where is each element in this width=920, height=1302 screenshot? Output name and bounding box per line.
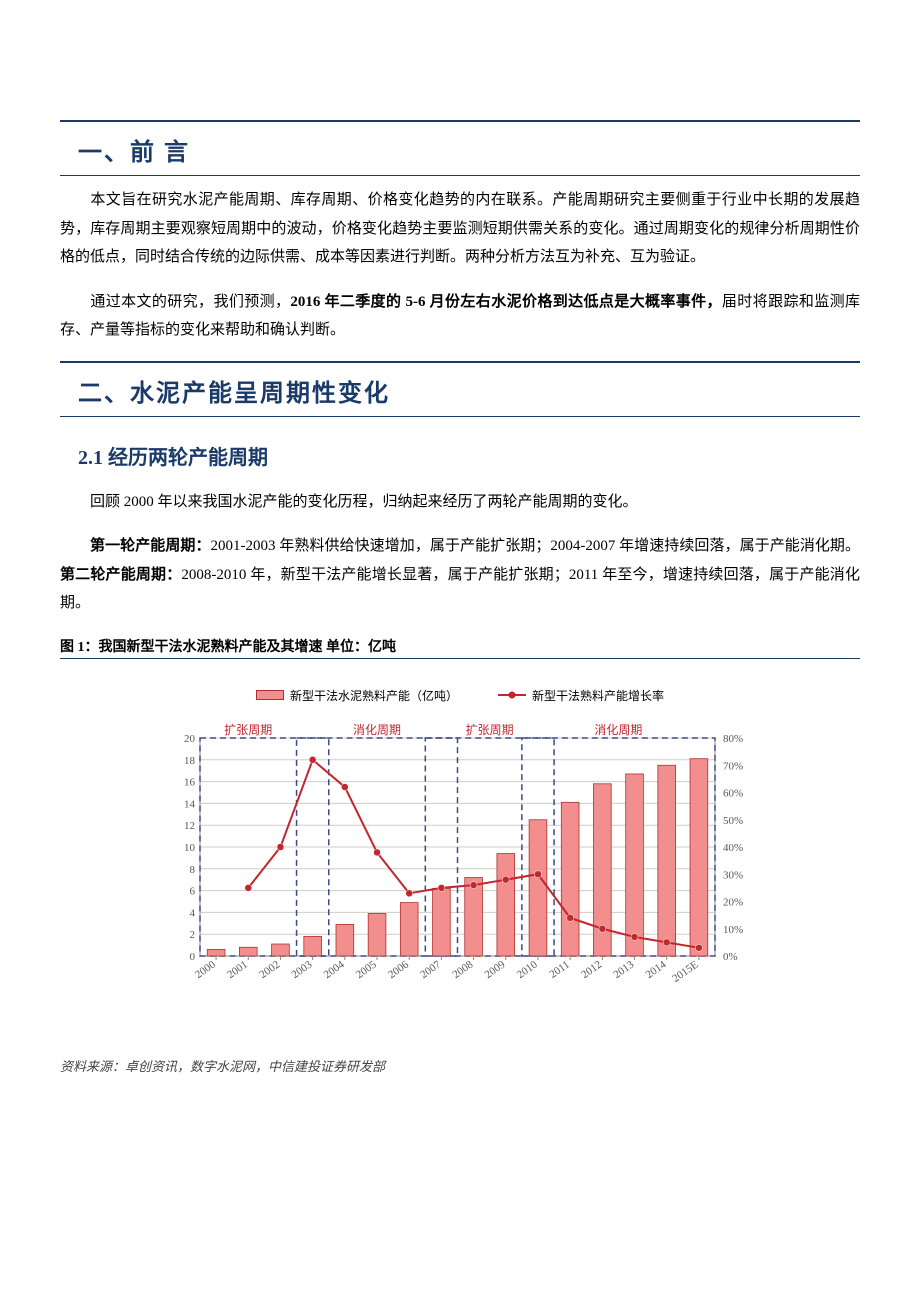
subsection-21-para-2: 第一轮产能周期：2001-2003 年熟料供给快速增加，属于产能扩张期；2004… xyxy=(60,532,860,618)
figure-rule xyxy=(60,658,860,659)
section-1-title: 一、前 言 xyxy=(60,126,860,175)
svg-text:10: 10 xyxy=(184,842,196,854)
figure-1-chart: 新型干法水泥熟料产能（亿吨） 新型干法熟料产能增长率 0 2 4 6 8 10 12 14 16… xyxy=(160,687,760,1016)
legend-item-line: 新型干法熟料产能增长率 xyxy=(498,687,664,704)
svg-text:18: 18 xyxy=(184,754,196,766)
svg-text:0: 0 xyxy=(190,951,196,963)
svg-text:2014: 2014 xyxy=(644,958,669,981)
legend-bar-swatch xyxy=(256,690,284,700)
chart-legend: 新型干法水泥熟料产能（亿吨） 新型干法熟料产能增长率 xyxy=(160,687,760,704)
section-rule xyxy=(60,120,860,122)
svg-text:40%: 40% xyxy=(723,842,743,854)
svg-text:消化周期: 消化周期 xyxy=(353,723,401,737)
svg-text:8: 8 xyxy=(190,863,196,875)
chart-svg: 0 2 4 6 8 10 12 14 16 18 20 0% 10% 20% 30% 40% 50% 60% 70%… xyxy=(160,716,760,1016)
svg-text:2003: 2003 xyxy=(289,958,314,981)
svg-text:20: 20 xyxy=(184,733,196,745)
svg-text:70%: 70% xyxy=(723,760,743,772)
legend-line-swatch xyxy=(498,694,526,696)
para-text: 2001-2003 年熟料供给快速增加，属于产能扩张期；2004-2007 年增… xyxy=(211,538,860,554)
svg-text:12: 12 xyxy=(184,820,195,832)
svg-text:2011: 2011 xyxy=(547,958,572,980)
svg-text:0%: 0% xyxy=(723,951,738,963)
para-bold: 第二轮产能周期： xyxy=(60,567,181,583)
svg-text:2009: 2009 xyxy=(483,958,508,981)
para-text: 本文旨在研究水泥产能周期、库存周期、价格变化趋势的内在联系。产能周期研究主要侧重… xyxy=(60,192,860,265)
section-subrule xyxy=(60,416,860,417)
svg-text:30%: 30% xyxy=(723,869,743,881)
svg-text:10%: 10% xyxy=(723,923,743,935)
legend-item-bar: 新型干法水泥熟料产能（亿吨） xyxy=(256,687,458,704)
legend-line-label: 新型干法熟料产能增长率 xyxy=(532,687,664,704)
section-rule xyxy=(60,361,860,363)
svg-text:4: 4 xyxy=(190,907,196,919)
svg-text:扩张周期: 扩张周期 xyxy=(466,723,514,737)
svg-text:2001: 2001 xyxy=(225,958,250,980)
figure-1-source: 资料来源：卓创资讯，数字水泥网，中信建投证券研发部 xyxy=(60,1056,860,1075)
section-1-para-2: 通过本文的研究，我们预测，2016 年二季度的 5-6 月份左右水泥价格到达低点… xyxy=(60,288,860,345)
svg-text:2005: 2005 xyxy=(354,958,379,981)
svg-text:6: 6 xyxy=(190,885,196,897)
svg-text:2012: 2012 xyxy=(579,958,604,980)
svg-text:2008: 2008 xyxy=(450,958,475,981)
figure-1-title: 图 1：我国新型干法水泥熟料产能及其增速 单位：亿吨 xyxy=(60,636,860,658)
subsection-21-title: 2.1 经历两轮产能周期 xyxy=(60,427,860,480)
svg-text:50%: 50% xyxy=(723,814,743,826)
svg-text:80%: 80% xyxy=(723,733,743,745)
subsection-21-para-1: 回顾 2000 年以来我国水泥产能的变化历程，归纳起来经历了两轮产能周期的变化。 xyxy=(60,488,860,517)
svg-text:2: 2 xyxy=(190,929,196,941)
svg-text:2013: 2013 xyxy=(611,958,636,981)
section-1-para-1: 本文旨在研究水泥产能周期、库存周期、价格变化趋势的内在联系。产能周期研究主要侧重… xyxy=(60,186,860,272)
svg-text:消化周期: 消化周期 xyxy=(594,723,642,737)
svg-text:2004: 2004 xyxy=(322,958,347,981)
svg-text:20%: 20% xyxy=(723,896,743,908)
svg-text:2006: 2006 xyxy=(386,958,411,981)
section-2-title: 二、水泥产能呈周期性变化 xyxy=(60,367,860,416)
svg-text:60%: 60% xyxy=(723,787,743,799)
legend-bar-label: 新型干法水泥熟料产能（亿吨） xyxy=(290,687,458,704)
svg-text:14: 14 xyxy=(184,798,196,810)
figure-1-title-wrap: 图 1：我国新型干法水泥熟料产能及其增速 单位：亿吨 xyxy=(60,636,860,659)
section-subrule xyxy=(60,175,860,176)
svg-text:2010: 2010 xyxy=(515,958,540,981)
svg-text:16: 16 xyxy=(184,776,196,788)
para-text: 通过本文的研究，我们预测， xyxy=(90,294,290,310)
para-text: 回顾 2000 年以来我国水泥产能的变化历程，归纳起来经历了两轮产能周期的变化。 xyxy=(90,494,638,510)
svg-text:2007: 2007 xyxy=(418,958,443,981)
svg-text:扩张周期: 扩张周期 xyxy=(224,723,272,737)
para-bold: 第一轮产能周期： xyxy=(90,538,211,554)
svg-text:2002: 2002 xyxy=(257,958,282,980)
svg-text:2015E: 2015E xyxy=(670,958,701,984)
para-bold: 2016 年二季度的 5-6 月份左右水泥价格到达低点是大概率事件， xyxy=(290,294,722,310)
svg-text:2000: 2000 xyxy=(193,958,218,981)
